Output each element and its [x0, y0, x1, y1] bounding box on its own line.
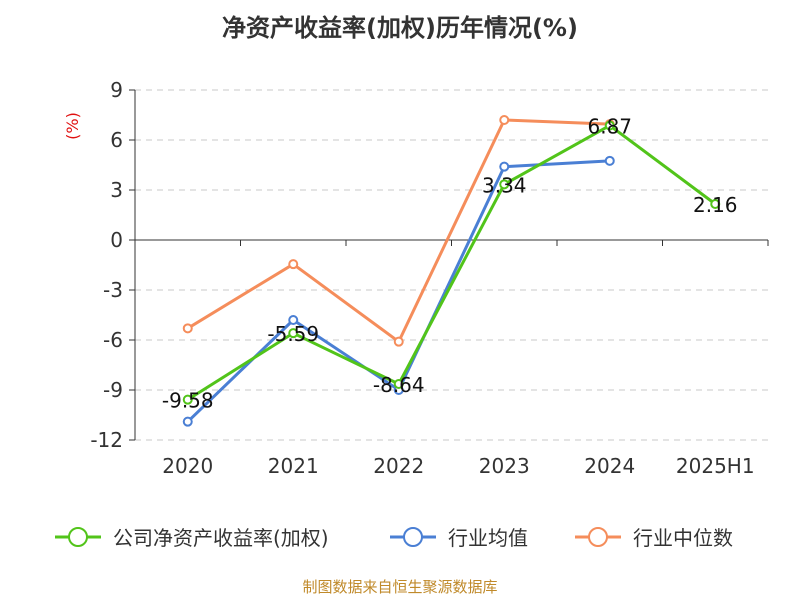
x-tick-label: 2022	[373, 454, 424, 478]
data-point-s0-3	[499, 179, 510, 190]
y-tick-label: 3	[110, 178, 123, 202]
y-tick-label: -6	[103, 328, 123, 352]
legend-label: 公司净资产收益率(加权)	[113, 526, 329, 550]
data-labels: -9.58 -5.59 -8.64 3.34 6.87 2.16	[162, 115, 738, 413]
data-point-s2-1	[288, 259, 299, 270]
tick-labels: 9 6 3 0 -3 -6 -9 -12 2020 2021 2022 2023 2024 2025H1	[90, 78, 754, 478]
legend-marker-2	[588, 527, 608, 547]
legend-marker-0	[68, 527, 88, 547]
y-axis-unit: (%)	[63, 112, 82, 140]
data-point-s2-0	[182, 323, 193, 334]
data-point-s1-3	[499, 161, 510, 172]
legend: 公司净资产收益率(加权) 行业均值 行业中位数	[55, 526, 733, 550]
series-points	[182, 115, 721, 427]
legend-marker-1	[403, 527, 423, 547]
data-point-s1-1	[288, 315, 299, 325]
data-point-s1-4	[604, 155, 615, 166]
source-note: 制图数据来自恒生聚源数据库	[302, 578, 497, 596]
x-tick-label: 2023	[479, 454, 530, 478]
gridlines	[135, 89, 768, 441]
x-tick-label: 2025H1	[676, 454, 755, 478]
data-label: 3.34	[482, 173, 527, 197]
series-lines	[186, 118, 717, 423]
y-tick-label: 9	[110, 78, 123, 102]
y-tick-label: 0	[110, 228, 123, 252]
series-line-2	[186, 118, 610, 344]
x-tick-label: 2024	[584, 454, 635, 478]
y-tick-label: -3	[103, 278, 123, 302]
series-line-0	[186, 124, 717, 401]
data-point-s2-2	[393, 336, 404, 347]
data-point-s0-0	[182, 394, 193, 405]
data-point-s0-4	[604, 120, 615, 131]
data-label: -5.59	[267, 322, 319, 346]
data-point-s0-2	[393, 379, 404, 389]
data-label: -9.58	[162, 389, 214, 413]
y-tick-label: -12	[90, 428, 123, 452]
data-point-s1-0	[182, 416, 193, 427]
legend-label: 行业均值	[448, 526, 528, 550]
data-point-s0-1	[288, 328, 299, 339]
data-label: -8.64	[373, 373, 425, 397]
x-tick-label: 2020	[162, 454, 213, 478]
data-label: 6.87	[587, 115, 632, 139]
data-point-s2-3	[499, 115, 510, 125]
legend-label: 行业中位数	[633, 526, 733, 550]
data-label: 2.16	[693, 193, 738, 217]
x-tick-label: 2021	[268, 454, 319, 478]
y-tick-label: 6	[110, 128, 123, 152]
axes	[129, 89, 769, 441]
chart-title: 净资产收益率(加权)历年情况(%)	[222, 14, 578, 42]
data-point-s0-5	[710, 199, 721, 209]
y-tick-label: -9	[103, 378, 123, 402]
